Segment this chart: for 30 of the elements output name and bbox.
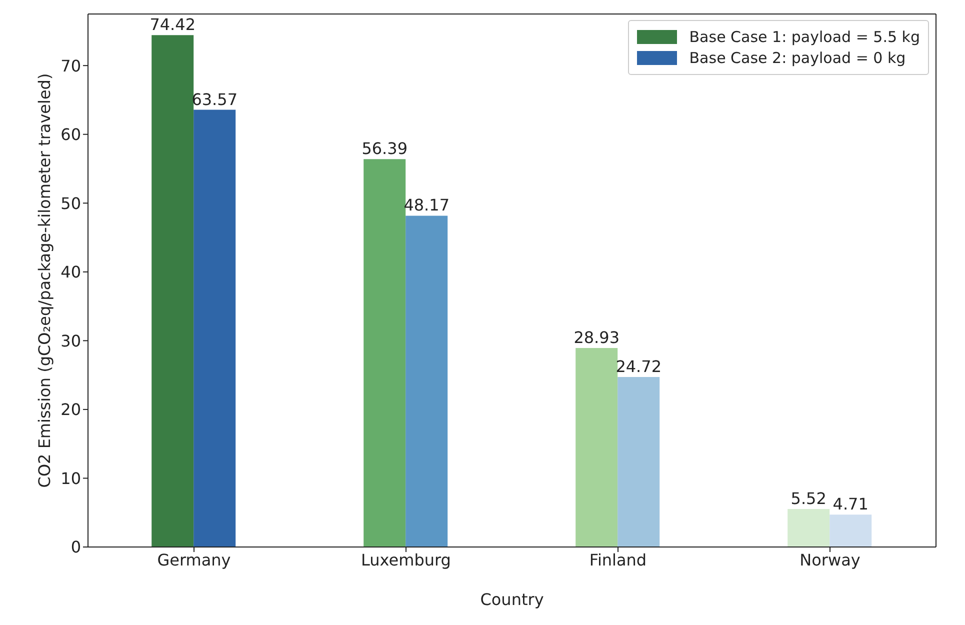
- legend-label: Base Case 2: payload = 0 kg: [689, 49, 906, 67]
- x-tick-label: Germany: [157, 550, 231, 570]
- y-tick-label: 70: [60, 56, 81, 76]
- bar: [576, 348, 618, 547]
- bar: [364, 159, 406, 547]
- data-label: 24.72: [616, 356, 662, 376]
- bar: [830, 514, 872, 547]
- x-tick-label: Luxemburg: [361, 550, 451, 570]
- y-axis-title: CO2 Emission (gCO₂eq/package-kilometer traveled): [35, 73, 54, 488]
- data-label: 28.93: [574, 328, 620, 348]
- y-tick-label: 20: [60, 400, 81, 420]
- bar: [406, 216, 448, 547]
- data-label: 74.42: [150, 15, 196, 34]
- data-label: 4.71: [832, 494, 868, 514]
- x-tick-label: Finland: [589, 550, 647, 570]
- y-tick-label: 40: [60, 262, 81, 282]
- data-label: 56.39: [362, 139, 408, 158]
- y-tick-label: 30: [60, 331, 81, 350]
- y-tick-label: 60: [60, 125, 81, 144]
- y-tick-label: 0: [70, 538, 81, 557]
- y-tick-label: 50: [60, 194, 81, 213]
- legend-label: Base Case 1: payload = 5.5 kg: [689, 28, 920, 46]
- x-axis-title: Country: [480, 590, 544, 609]
- data-label: 5.52: [790, 489, 826, 508]
- y-tick-label: 10: [60, 468, 81, 488]
- x-tick-label: Norway: [800, 550, 860, 570]
- bar: [194, 110, 236, 547]
- bar: [618, 376, 660, 547]
- bar: [152, 35, 194, 547]
- bar: [788, 509, 830, 547]
